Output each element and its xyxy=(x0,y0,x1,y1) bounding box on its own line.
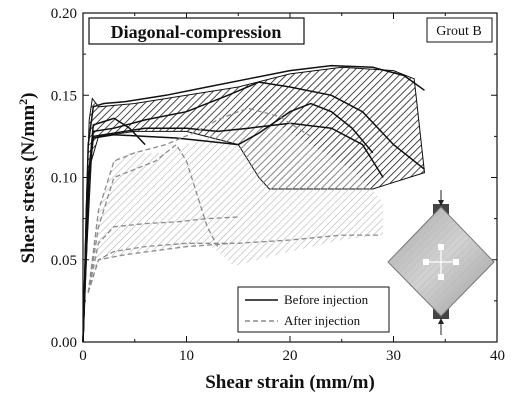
y-tick-label: 0.10 xyxy=(51,171,77,187)
annotation-box: Grout B xyxy=(426,17,493,43)
x-tick-label: 0 xyxy=(79,348,87,364)
legend-frame xyxy=(237,286,390,333)
gauge-point-right xyxy=(453,259,459,265)
y-axis-title: Shear stress (N/mm2) xyxy=(16,93,39,264)
y-axis-title-tail: ) xyxy=(18,93,39,99)
y-tick-label: 0.15 xyxy=(51,88,77,104)
x-tick-label: 40 xyxy=(490,348,505,364)
series-line-before-injection-4 xyxy=(82,117,146,343)
tick-labels: 0 10 20 30 40 0.00 0.05 0.10 0.15 0.20 xyxy=(51,6,505,364)
gauge-point-bottom xyxy=(438,274,444,280)
specimen-diagram xyxy=(387,190,495,335)
gauge-point-left xyxy=(423,259,429,265)
load-arrowhead-top xyxy=(438,200,444,206)
gauge-point-top xyxy=(438,244,444,250)
chart-title: Diagonal-compression xyxy=(111,22,282,42)
x-tick-label: 10 xyxy=(179,348,194,364)
series-line-after-injection-5 xyxy=(87,107,312,293)
chart-title-frame xyxy=(88,17,305,45)
series-line-after-injection-7 xyxy=(87,216,239,293)
legend-label-before: Before injection xyxy=(284,292,369,307)
series-line-before-injection-0 xyxy=(82,64,425,343)
y-axis-title-exponent: 2 xyxy=(16,99,30,105)
series-line-after-injection-8 xyxy=(87,234,378,293)
x-axis-title: Shear strain (mm/m) xyxy=(205,372,375,393)
y-tick-label: 0.05 xyxy=(51,253,77,269)
series-layer xyxy=(82,64,425,343)
annotation-frame xyxy=(426,17,493,43)
annotation-label: Grout B xyxy=(436,24,482,39)
series-line-before-injection-3 xyxy=(82,102,374,343)
y-tick-label: 0.20 xyxy=(51,6,77,22)
y-axis-title-main: Shear stress (N/mm xyxy=(18,105,39,264)
series-line-after-injection-9 xyxy=(87,242,234,293)
legend: Before injection After injection xyxy=(237,286,390,333)
axis-ticks xyxy=(82,12,498,343)
y-tick-label: 0.00 xyxy=(51,335,77,351)
x-tick-label: 20 xyxy=(283,348,298,364)
load-arrowhead-bottom xyxy=(438,318,444,324)
series-line-after-injection-6 xyxy=(87,143,219,293)
legend-label-after: After injection xyxy=(284,313,361,328)
x-tick-label: 30 xyxy=(386,348,401,364)
chart-title-box: Diagonal-compression xyxy=(88,17,305,45)
